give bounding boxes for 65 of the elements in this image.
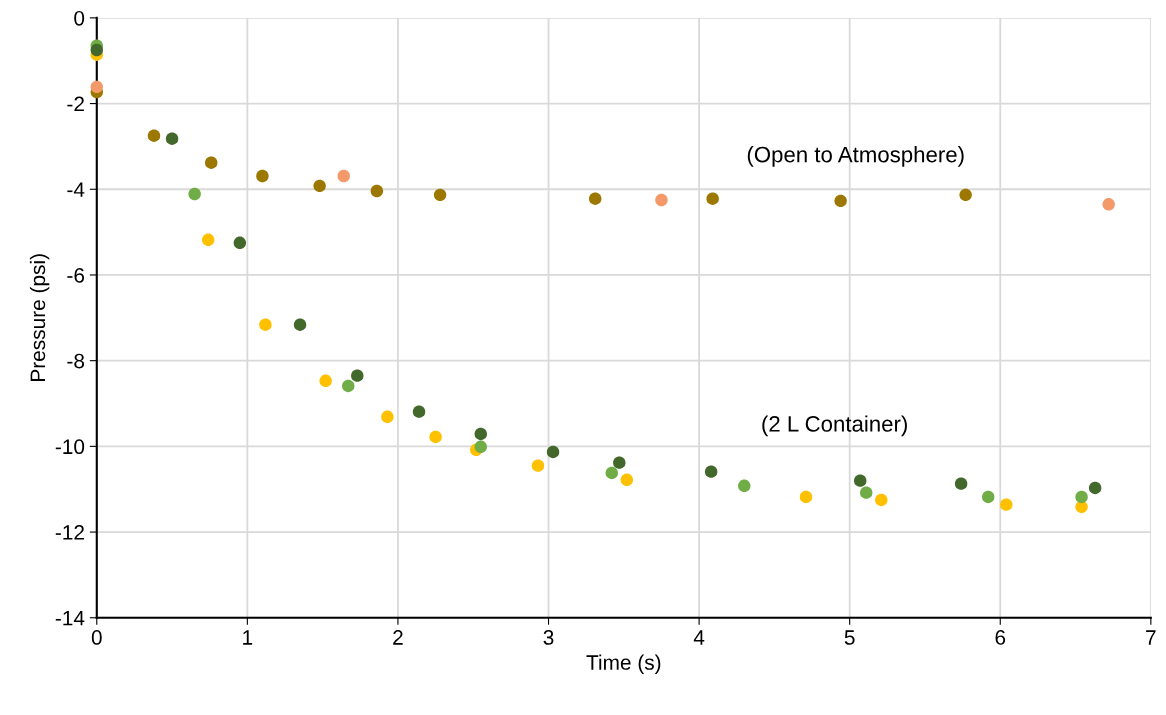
point [704,465,718,478]
annotation: (Open to Atmosphere) [747,146,964,167]
y-tick-label: -6 [67,267,85,283]
point [1088,481,1102,495]
y-tick-label: -8 [67,353,85,369]
x-axis-title: Time (s) [586,654,661,674]
y-tick-label: -12 [55,525,84,540]
point [613,456,626,469]
y-tick-label: -4 [67,182,85,197]
point [233,236,247,250]
point [474,427,487,441]
point [165,132,179,145]
y-axis-title: Pressure (psi) [29,254,50,381]
point [620,473,634,486]
point [738,479,751,492]
point [429,430,442,444]
x-tick-label: 5 [844,630,855,645]
point [319,374,332,388]
annotation: (2 L Container) [762,415,907,437]
point [90,43,103,57]
point [313,179,326,193]
point [412,405,426,418]
point [655,193,668,207]
point [474,440,487,453]
x-tick-label: 4 [693,630,705,645]
y-tick-label: 0 [74,10,85,26]
point [381,410,394,424]
point [351,369,364,382]
point [342,379,355,393]
point [959,188,972,202]
point [546,445,560,459]
x-tick-label: 1 [243,630,253,645]
y-tick-label: -2 [67,96,84,112]
point [202,233,215,247]
x-tick-label: 3 [543,630,554,645]
point [256,169,269,183]
point [293,318,307,331]
point [370,184,384,198]
point [1102,198,1115,211]
point [205,156,218,169]
point [259,318,272,331]
point [147,129,161,142]
point [860,486,873,499]
point [854,474,867,487]
point [875,493,888,507]
y-tick-label: -10 [55,439,85,455]
x-tick-label: 2 [393,630,403,645]
x-tick-label: 6 [995,630,1006,645]
point [588,192,602,205]
point [433,188,447,202]
point [1000,498,1013,511]
point [531,459,545,472]
point [188,187,201,201]
x-tick-label: 7 [1146,630,1156,645]
y-tick-label: -14 [55,610,85,626]
point [337,169,350,183]
point [90,80,103,94]
point [799,490,813,504]
point [834,194,847,208]
point [1075,490,1088,504]
x-tick-label: 0 [91,630,102,645]
point [982,490,995,504]
point [954,477,968,490]
point [706,192,719,205]
point [605,466,618,480]
